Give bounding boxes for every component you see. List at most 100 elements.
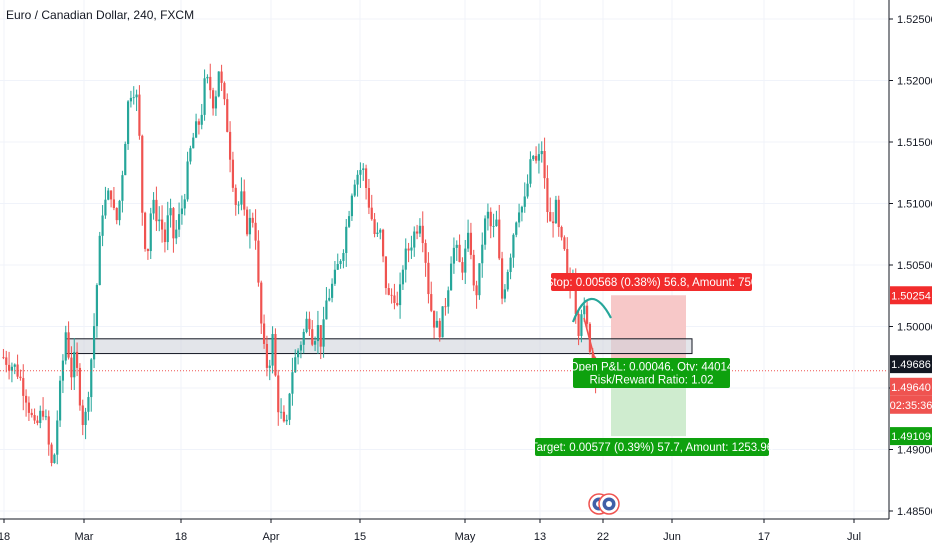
candle-body	[430, 294, 433, 311]
stop-price-tag-bg	[890, 286, 932, 305]
candle-body	[211, 90, 215, 109]
candle-body	[158, 219, 161, 222]
candle-body	[512, 234, 515, 258]
candle-body	[401, 269, 405, 285]
candle-body	[390, 294, 393, 296]
candle-body	[160, 219, 164, 230]
candle-body	[240, 191, 243, 205]
candle-body	[50, 444, 53, 464]
x-tick-label: 15	[354, 531, 366, 543]
candle-body	[248, 217, 252, 235]
candle-body	[107, 190, 110, 200]
target-label-text: Target: 0.00577 (0.39%) 57.7, Amount: 12…	[531, 442, 773, 454]
candle-body	[257, 240, 260, 283]
x-tick-label: Apr	[262, 531, 279, 543]
candle-body	[206, 76, 209, 79]
candle-body	[509, 257, 512, 273]
open-pnl-label[interactable]: Open P&L: 0.00046, Qty: 44014	[570, 358, 734, 375]
candle-body	[288, 393, 291, 420]
position-zones	[65, 295, 693, 437]
candle-body	[265, 343, 269, 368]
candle-body	[98, 235, 101, 286]
candle-body	[214, 96, 218, 109]
candle-body	[47, 416, 50, 445]
candle-body	[81, 405, 84, 426]
candle-body	[33, 415, 36, 421]
target-label[interactable]: Target: 0.00577 (0.39%) 57.7, Amount: 12…	[531, 438, 773, 456]
candle-body	[319, 325, 322, 347]
candle-body	[279, 411, 283, 413]
candle-body	[333, 269, 337, 284]
target-price-tag: 1.49109	[890, 427, 932, 446]
stop-label[interactable]: Stop: 0.00568 (0.38%) 56.8, Amount: 750	[546, 273, 758, 291]
candle-body	[126, 101, 130, 144]
candle-body	[393, 295, 396, 303]
candle-body	[228, 131, 232, 160]
candle-body	[432, 310, 436, 328]
risk-reward-label-text: Risk/Reward Ratio: 1.02	[590, 375, 714, 387]
candle-body	[7, 364, 11, 371]
candle-body	[231, 159, 235, 188]
candle-body	[407, 248, 410, 251]
candle-body	[316, 325, 320, 342]
candle-body	[36, 420, 39, 424]
candle-body	[104, 199, 107, 216]
stop-label-text: Stop: 0.00568 (0.38%) 56.8, Amount: 750	[546, 277, 758, 289]
countdown-tag-text: 02:35:36	[890, 400, 932, 412]
candle-body	[251, 217, 254, 223]
candle-body	[16, 364, 19, 377]
x-tick-label: Mar	[75, 531, 94, 543]
candle-body	[243, 191, 246, 210]
candle-body	[90, 359, 93, 398]
candles	[2, 63, 597, 467]
candle-body	[84, 411, 87, 426]
grid	[0, 0, 888, 519]
candle-body	[526, 183, 529, 197]
candle-body	[39, 410, 42, 424]
candle-body	[498, 219, 501, 259]
candle-body	[67, 332, 70, 358]
candle-body	[427, 262, 430, 295]
candle-body	[449, 263, 453, 291]
candle-body	[124, 143, 127, 176]
candle-body	[149, 213, 152, 252]
candle-body	[328, 297, 331, 301]
candle-body	[234, 187, 237, 205]
stop-price-tag: 1.50254	[890, 286, 932, 305]
risk-reward-label[interactable]: Risk/Reward Ratio: 1.02	[573, 371, 730, 388]
candle-body	[226, 99, 229, 132]
candle-body	[495, 219, 498, 227]
candle-body	[305, 318, 308, 332]
candle-body	[543, 151, 546, 179]
candle-body	[217, 71, 220, 97]
candle-body	[500, 258, 504, 299]
candle-body	[461, 262, 464, 273]
candle-body	[489, 211, 492, 227]
candle-body	[155, 199, 158, 222]
candle-body	[441, 306, 444, 338]
position-labels[interactable]: Stop: 0.00568 (0.38%) 56.8, Amount: 750 O…	[531, 273, 932, 456]
candle-body	[87, 397, 90, 412]
candle-body	[189, 148, 192, 162]
candle-body	[452, 247, 456, 264]
candle-body	[566, 249, 569, 276]
entry-price-tag-bg	[890, 355, 932, 374]
candle-body	[381, 229, 385, 257]
candle-body	[294, 357, 297, 373]
y-tick-label: 1.50000	[897, 322, 932, 334]
candle-body	[435, 320, 439, 328]
candle-body	[353, 184, 356, 196]
candle-body	[330, 283, 334, 298]
y-tick-label: 1.48500	[897, 506, 932, 518]
candle-body	[444, 306, 447, 308]
entry-price-tag-text: 1.49686	[891, 359, 931, 371]
candle-body	[540, 151, 543, 155]
candle-body	[413, 231, 416, 248]
candle-body	[268, 365, 271, 368]
candle-body	[41, 410, 45, 417]
candle-body	[132, 97, 135, 99]
candle-body	[367, 188, 371, 208]
candle-body	[551, 221, 555, 224]
